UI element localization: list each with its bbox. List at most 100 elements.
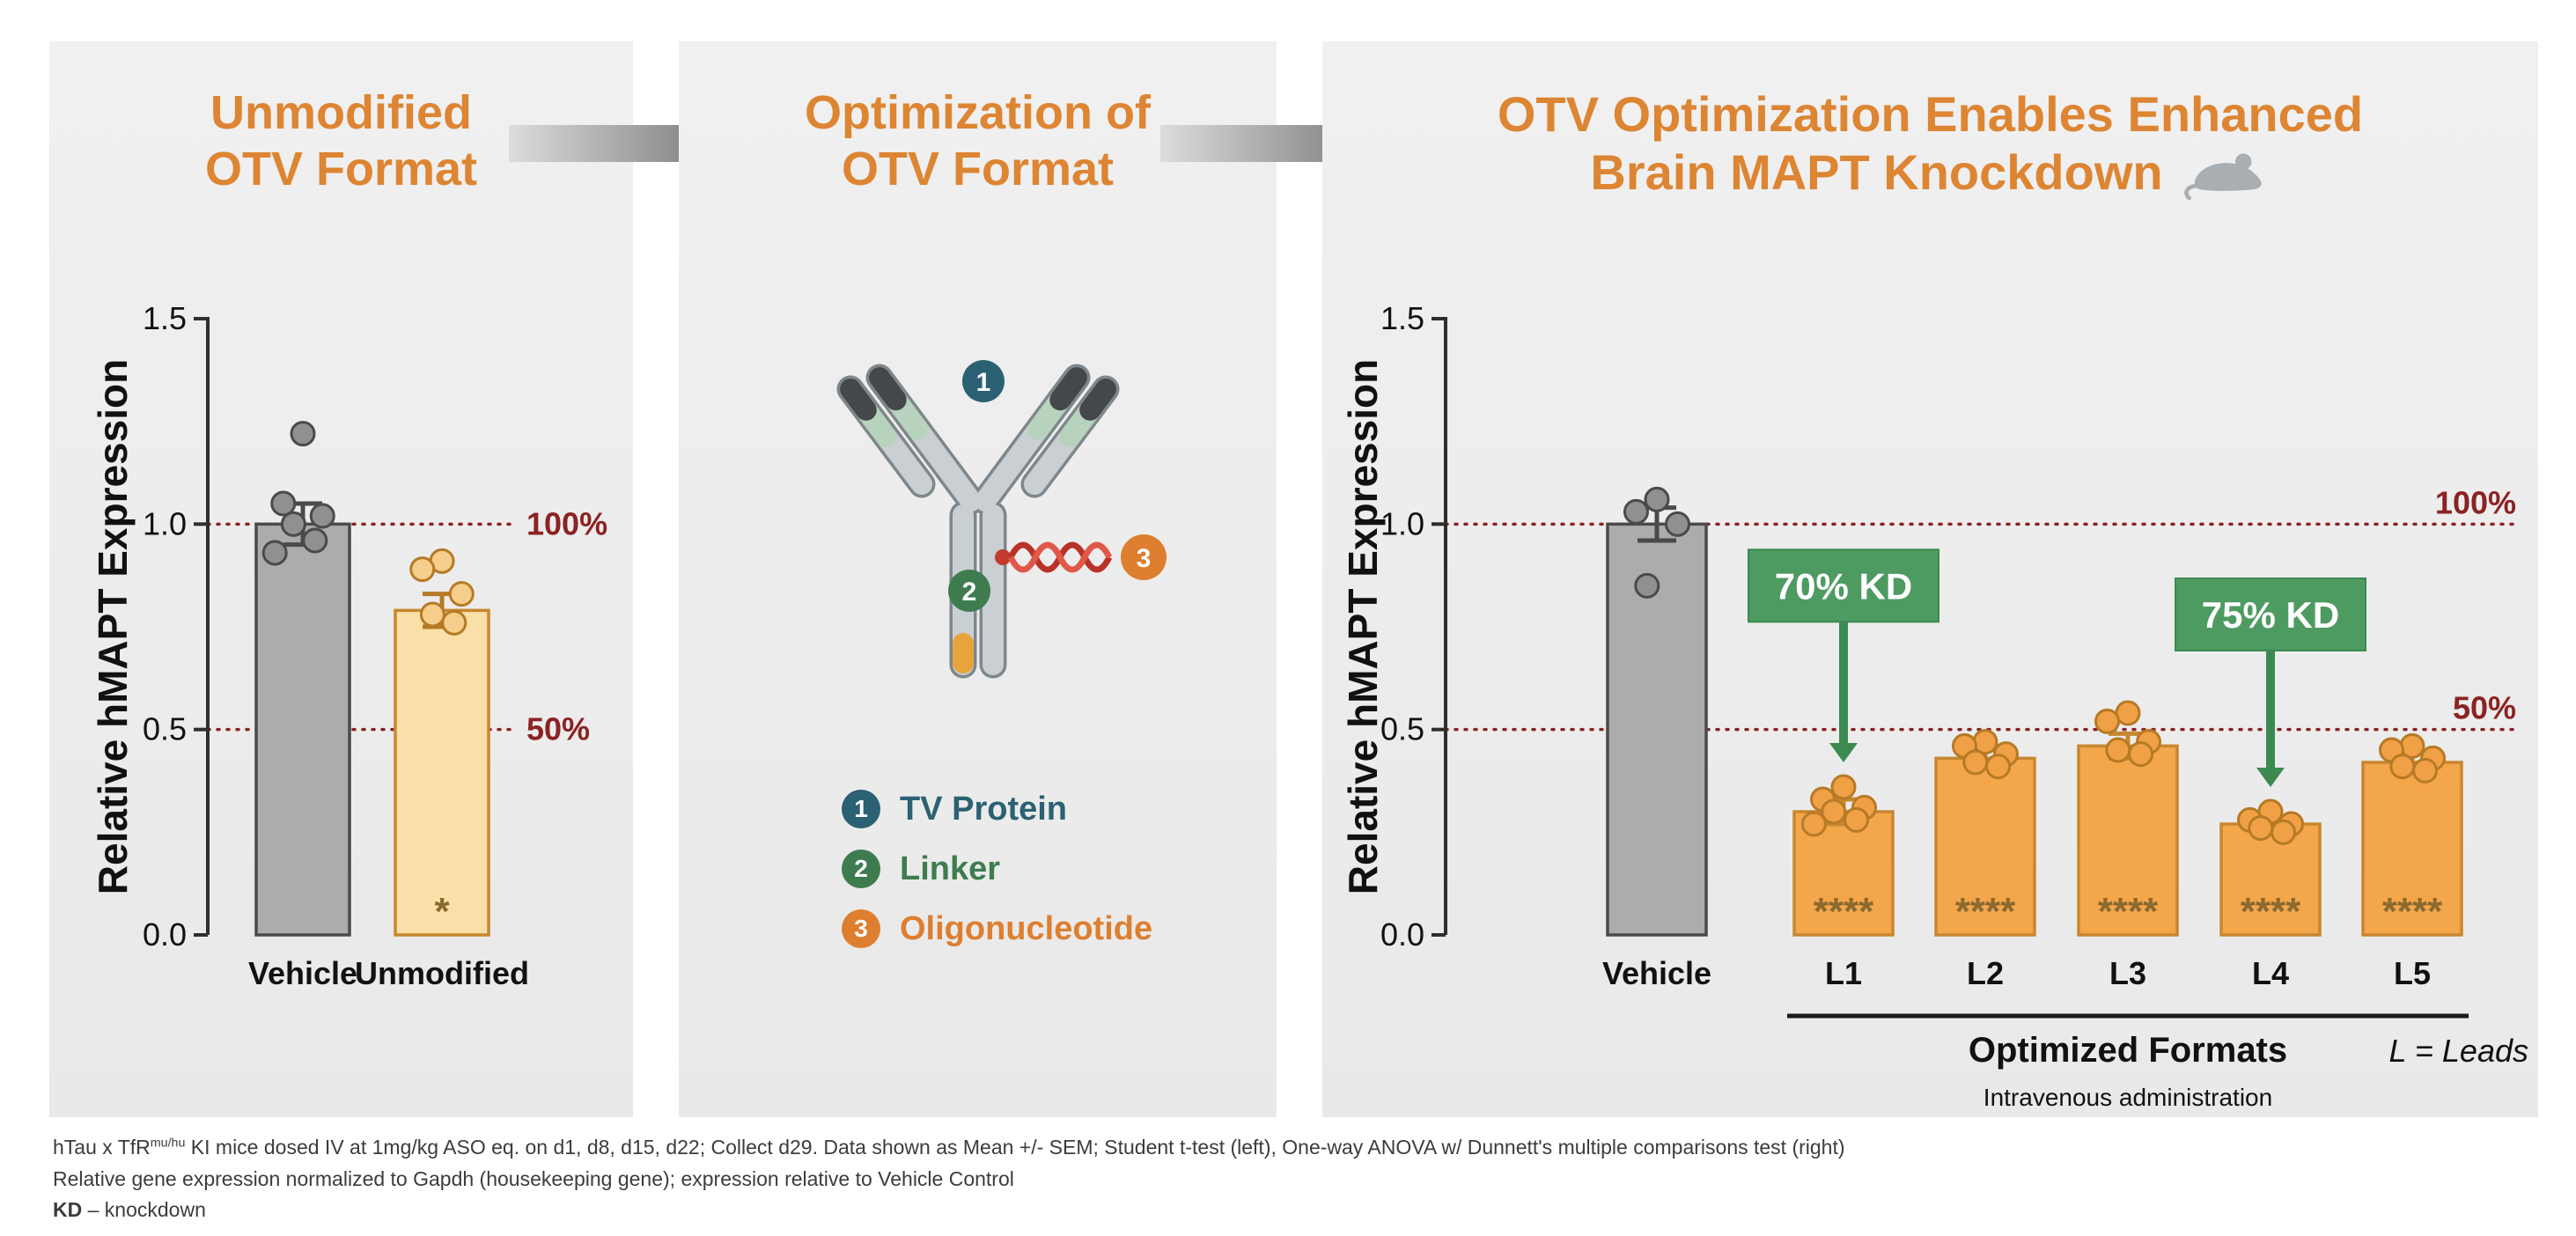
y-tick-label: 0.5 (1380, 711, 1424, 747)
y-tick-label: 0.0 (143, 916, 187, 953)
data-point (1985, 754, 2012, 780)
diagram-marker-3: 3 (1121, 534, 1167, 580)
significance-label: **** (2098, 890, 2159, 933)
panel-middle-title-line2: OTV Format (841, 142, 1115, 195)
data-point (419, 601, 445, 628)
panel-left-title: Unmodified OTV Format (49, 85, 633, 197)
data-point (2389, 754, 2416, 780)
data-point (1644, 486, 1670, 512)
data-point (2412, 757, 2439, 784)
legend-item-linker: 2 Linker (842, 850, 1152, 888)
footnote-3-rest: – knockdown (82, 1198, 206, 1222)
group-label: Optimized Formats (1969, 1031, 2287, 1070)
legend-item-oligonucleotide: 3 Oligonucleotide (842, 909, 1152, 948)
category-label: Vehicle (1602, 955, 1711, 991)
y-axis-label: Relative hMAPT Expression (1340, 359, 1386, 894)
antibody-dark-tips (840, 367, 1116, 421)
footnote-1-superscript: mu/hu (150, 1136, 186, 1151)
significance-label: * (434, 890, 450, 933)
y-axis-label: Relative hMAPT Expression (90, 359, 136, 894)
panel-otv-optimization: Optimization of OTV Format (679, 41, 1277, 1117)
y-tick-label: 1.0 (1380, 505, 1424, 541)
y-tick-label: 1.5 (1380, 300, 1424, 336)
marker-1-circle (962, 360, 1005, 402)
category-label: Unmodified (355, 955, 529, 991)
legend-label: TV Protein (900, 790, 1068, 828)
kd-annotation-label: 75% KD (2202, 594, 2339, 636)
data-point (409, 556, 436, 583)
y-tick-label: 0.5 (143, 711, 187, 747)
chart-brain-mapt-knockdown: 100% 50% 0.0 0.5 1.0 1.5 Relative hMAPT Expres… (1340, 300, 2528, 1111)
arrow-shaft (509, 125, 683, 162)
legend-label: Linker (900, 850, 1001, 887)
significance-label: **** (1814, 890, 1874, 933)
footnote-1-rest: KI mice dosed IV at 1mg/kg ASO eq. on d1… (185, 1136, 1845, 1159)
data-point (1665, 511, 1691, 537)
legend-marker-icon: 3 (842, 909, 880, 948)
category-label: L3 (2109, 955, 2146, 991)
legend-marker-icon: 2 (842, 850, 880, 888)
data-point (270, 490, 297, 517)
marker-2-circle (948, 570, 990, 612)
panel-unmodified-otv: Unmodified OTV Format 100% 50% 0.0 0.5 1.0 1.… (49, 41, 633, 1117)
kd-annotation-label: 70% KD (1775, 565, 1912, 607)
bar-Vehicle (254, 522, 351, 937)
data-point (441, 609, 467, 636)
kd-arrow-head (2256, 768, 2285, 787)
data-point (261, 540, 288, 566)
y-tick-label: 0.0 (1380, 916, 1424, 953)
category-label: Vehicle (248, 955, 357, 991)
data-point (1800, 811, 1827, 837)
bar-L1 (1792, 810, 1895, 937)
y-tick-label: 1.5 (143, 300, 187, 336)
significance-label: **** (2241, 890, 2301, 933)
data-point (309, 503, 335, 529)
significance-label: **** (2382, 890, 2443, 933)
ref-line-label: 50% (2453, 690, 2516, 726)
data-point (2128, 741, 2154, 768)
panel-left-title-line2: OTV Format (204, 142, 478, 195)
category-label: L1 (1825, 955, 1862, 991)
panel-right-title: OTV Optimization Enables Enhanced Brain … (1322, 85, 2538, 202)
category-label: L4 (2252, 955, 2289, 991)
group-subtitle: Intravenous administration (1984, 1084, 2272, 1111)
panel-brain-mapt-knockdown: OTV Optimization Enables Enhanced Brain … (1322, 41, 2538, 1117)
bar-L3 (2077, 744, 2179, 937)
data-point (280, 511, 306, 537)
arrow-shaft (1160, 125, 1335, 162)
marker-2-number: 2 (962, 578, 977, 607)
footnote-1-prefix: hTau x TfR (53, 1136, 151, 1159)
y-tick-label: 1.0 (143, 505, 187, 541)
data-point (1634, 572, 1660, 599)
data-point (2248, 815, 2274, 842)
diagram-marker-2: 2 (948, 570, 990, 612)
diagram-legend: 1 TV Protein 2 Linker 3 Oligonucleotide (842, 790, 1152, 948)
kd-annotation-box (1748, 548, 1939, 623)
panel-middle-title: Optimization of OTV Format (679, 85, 1277, 197)
linker-dot (995, 549, 1011, 565)
panel-middle-title-line1: Optimization of (805, 86, 1151, 139)
antibody-outline (836, 364, 1120, 679)
footnote-line-1: hTau x TfRmu/hu KI mice dosed IV at 1mg/… (53, 1132, 1845, 1164)
ref-line-label: 50% (526, 711, 590, 747)
marker-3-number: 3 (1137, 544, 1152, 573)
bar-L4 (2219, 822, 2322, 937)
mouse-icon (2183, 153, 2262, 201)
oligonucleotide-strand-2 (1007, 541, 1113, 573)
data-point (448, 581, 475, 607)
marker-3-circle (1121, 534, 1167, 580)
data-point (1844, 806, 1870, 833)
bar-Unmodified (394, 608, 490, 937)
legend-label: Oligonucleotide (900, 909, 1153, 947)
data-point (2105, 737, 2131, 763)
legend-item-tv-protein: 1 TV Protein (842, 790, 1152, 828)
category-label: L5 (2394, 955, 2431, 991)
legend-marker-icon: 1 (842, 790, 880, 828)
antibody-diagram: 1 2 3 (836, 360, 1167, 679)
data-point (302, 527, 328, 554)
ref-line-label: 100% (2435, 484, 2516, 520)
data-point (2094, 708, 2120, 734)
marker-1-number: 1 (976, 368, 991, 397)
